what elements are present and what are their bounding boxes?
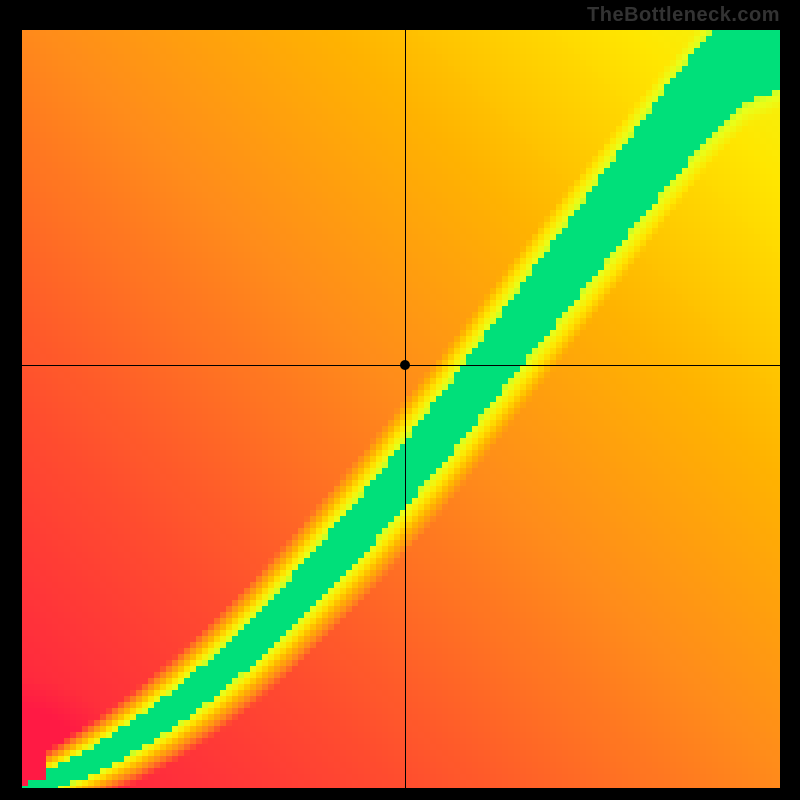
crosshair-vertical (405, 30, 406, 788)
watermark-text: TheBottleneck.com (587, 4, 780, 27)
chart-container: TheBottleneck.com (0, 0, 800, 800)
heatmap-canvas (22, 30, 780, 788)
marker-point (400, 360, 410, 370)
